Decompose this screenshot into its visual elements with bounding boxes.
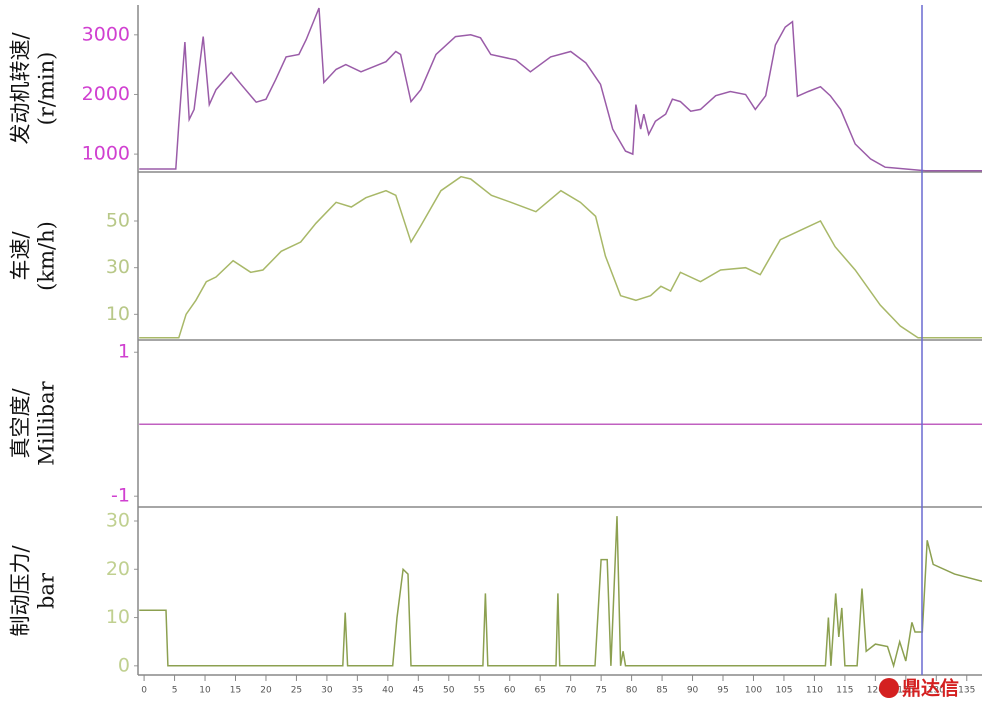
y-tick-label: 2000 bbox=[82, 83, 130, 105]
watermark: 鼎达信 bbox=[879, 677, 959, 700]
y-axis-label: (r/min) bbox=[35, 52, 59, 126]
y-tick-label: 20 bbox=[106, 558, 130, 580]
x-tick-label: 100 bbox=[745, 686, 762, 696]
x-tick-label: 70 bbox=[565, 686, 577, 696]
x-tick-label: 125 bbox=[897, 686, 914, 696]
y-tick-label: 30 bbox=[106, 510, 130, 532]
y-tick-label: -1 bbox=[111, 485, 130, 507]
x-tick-label: 50 bbox=[443, 686, 455, 696]
y-axis-label: bar bbox=[35, 572, 59, 609]
x-tick-label: 55 bbox=[474, 686, 485, 696]
x-tick-label: 45 bbox=[413, 686, 424, 696]
y-axis-label: 车速/ bbox=[9, 231, 33, 281]
y-tick-label: 10 bbox=[106, 606, 130, 628]
y-axis-label: 真空度/ bbox=[9, 388, 33, 459]
x-tick-label: 35 bbox=[352, 686, 363, 696]
y-tick-label: 50 bbox=[106, 210, 130, 232]
x-tick-label: 65 bbox=[534, 686, 545, 696]
x-tick-label: 115 bbox=[836, 686, 853, 696]
x-tick-label: 135 bbox=[958, 686, 975, 696]
x-tick-label: 40 bbox=[382, 686, 394, 696]
y-tick-label: 1 bbox=[118, 341, 130, 363]
x-tick-label: 80 bbox=[626, 686, 638, 696]
x-tick-label: 105 bbox=[775, 686, 792, 696]
y-axis-label: 发动机转速/ bbox=[9, 32, 33, 145]
x-tick-label: 15 bbox=[230, 686, 241, 696]
y-axis-label: 制动压力/ bbox=[9, 545, 33, 637]
y-tick-label: 1000 bbox=[82, 143, 130, 165]
watermark-text: 鼎达信 bbox=[902, 677, 959, 700]
y-axis-label: Millibar bbox=[35, 380, 59, 465]
x-tick-label: 30 bbox=[321, 686, 333, 696]
x-tick-label: 20 bbox=[260, 686, 272, 696]
x-tick-label: 120 bbox=[867, 686, 884, 696]
y-tick-label: 10 bbox=[106, 303, 130, 325]
y-axis-label: (km/h) bbox=[35, 221, 59, 291]
x-tick-label: 130 bbox=[928, 686, 945, 696]
x-tick-label: 0 bbox=[141, 686, 147, 696]
data-line bbox=[139, 175, 982, 339]
x-tick-label: 25 bbox=[291, 686, 302, 696]
x-tick-label: 95 bbox=[717, 686, 728, 696]
x-tick-label: 75 bbox=[595, 686, 606, 696]
x-tick-label: 5 bbox=[172, 686, 178, 696]
watermark-logo bbox=[879, 678, 899, 698]
y-tick-label: 0 bbox=[118, 654, 130, 676]
data-line bbox=[139, 516, 982, 669]
x-tick-label: 85 bbox=[656, 686, 667, 696]
x-tick-label: 110 bbox=[806, 686, 823, 696]
x-tick-label: 60 bbox=[504, 686, 516, 696]
data-line bbox=[139, 7, 982, 172]
x-tick-label: 90 bbox=[687, 686, 699, 696]
y-tick-label: 3000 bbox=[82, 23, 130, 45]
x-tick-label: 10 bbox=[199, 686, 211, 696]
y-tick-label: 30 bbox=[106, 256, 130, 278]
